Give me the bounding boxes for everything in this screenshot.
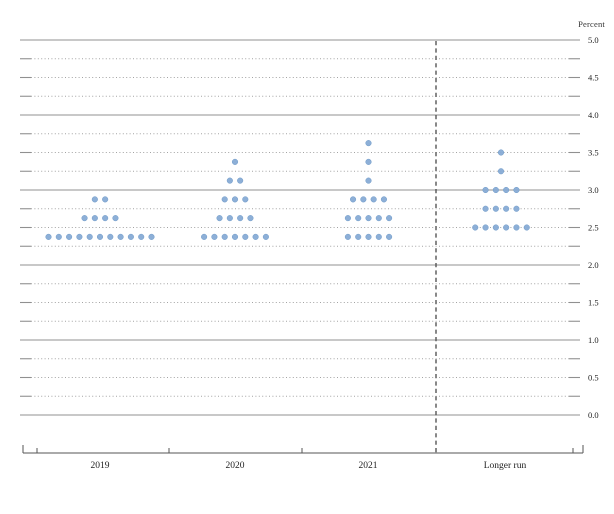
- projection-dot: [365, 233, 372, 240]
- projection-dot: [102, 215, 109, 222]
- projection-dot: [492, 205, 499, 212]
- y-axis-tick-label: 5.0: [588, 35, 599, 45]
- y-axis-tick-label: 3.5: [588, 148, 599, 158]
- projection-dot: [45, 233, 52, 240]
- projection-dot: [503, 224, 510, 231]
- category-label: Longer run: [484, 461, 527, 471]
- projection-dot: [513, 186, 520, 194]
- projection-dot: [112, 215, 119, 222]
- projection-dot: [127, 233, 134, 240]
- projection-dot: [231, 158, 239, 165]
- projection-dot: [386, 233, 393, 240]
- projection-dot: [81, 215, 88, 222]
- projection-dot: [513, 205, 520, 212]
- projection-dot: [472, 224, 479, 231]
- projection-dot: [344, 233, 351, 240]
- projection-dot: [107, 233, 114, 240]
- projection-dot: [380, 196, 388, 203]
- projection-dot: [138, 233, 145, 240]
- projection-dot: [96, 233, 104, 240]
- y-axis-tick-label: 0.5: [588, 373, 599, 383]
- projection-dot: [201, 233, 208, 240]
- projection-dot: [148, 233, 155, 240]
- projection-dot: [482, 186, 489, 194]
- category-label: 2021: [359, 461, 378, 471]
- projection-dot: [365, 177, 372, 184]
- projection-dot: [216, 215, 223, 222]
- projection-dot: [262, 233, 269, 240]
- projection-dot: [497, 168, 505, 175]
- projection-dot: [375, 233, 382, 240]
- projection-dot: [211, 233, 218, 240]
- projection-dot: [66, 233, 73, 240]
- y-axis-tick-label: 4.5: [588, 73, 599, 83]
- y-axis-tick-label: 1.0: [588, 335, 599, 345]
- y-axis-tick-label: 2.0: [588, 260, 599, 270]
- y-axis-tick-label: 3.0: [588, 185, 599, 195]
- projection-dot: [242, 196, 249, 203]
- projection-dot: [492, 186, 499, 194]
- projection-dot: [497, 149, 505, 156]
- projection-dot: [355, 233, 362, 240]
- y-axis-tick-label: 2.5: [588, 223, 599, 233]
- projection-dot: [86, 233, 93, 240]
- projection-dot: [370, 196, 377, 203]
- projection-dot: [360, 196, 367, 203]
- projection-dot: [355, 215, 362, 222]
- projection-dot: [365, 158, 372, 165]
- projection-dot: [237, 177, 244, 184]
- projection-dot: [386, 215, 393, 222]
- y-axis-unit-label: Percent: [578, 19, 605, 29]
- projection-dot: [91, 215, 98, 222]
- projection-dot: [226, 177, 233, 184]
- projection-dot: [503, 205, 510, 212]
- projection-dot: [91, 196, 98, 203]
- projection-dot: [226, 215, 233, 222]
- projection-dot: [523, 224, 530, 231]
- projection-dot: [482, 205, 489, 212]
- y-axis-tick-label: 1.5: [588, 298, 599, 308]
- projection-dot: [252, 233, 259, 240]
- projection-dot: [503, 186, 510, 194]
- projection-dot: [365, 215, 372, 222]
- projection-dot: [513, 224, 520, 231]
- projection-dot: [365, 140, 372, 147]
- projection-dot: [237, 215, 244, 222]
- projection-dot: [231, 196, 239, 203]
- projection-dot: [375, 215, 382, 222]
- projection-dot: [102, 196, 109, 203]
- category-label: 2020: [226, 461, 245, 471]
- projection-dot: [344, 215, 351, 222]
- projection-dot: [350, 196, 357, 203]
- projection-dot: [55, 233, 62, 240]
- y-axis-tick-label: 0.0: [588, 410, 599, 420]
- projection-dot: [76, 233, 83, 240]
- projection-dot: [221, 233, 228, 240]
- projection-dot: [221, 196, 228, 203]
- projection-dot: [231, 233, 239, 240]
- projection-dot: [117, 233, 124, 240]
- projection-dot: [242, 233, 249, 240]
- category-label: 2019: [91, 461, 110, 471]
- projection-dot: [247, 215, 254, 222]
- projection-dot: [482, 224, 489, 231]
- projection-dot: [492, 224, 499, 231]
- y-axis-tick-label: 4.0: [588, 110, 599, 120]
